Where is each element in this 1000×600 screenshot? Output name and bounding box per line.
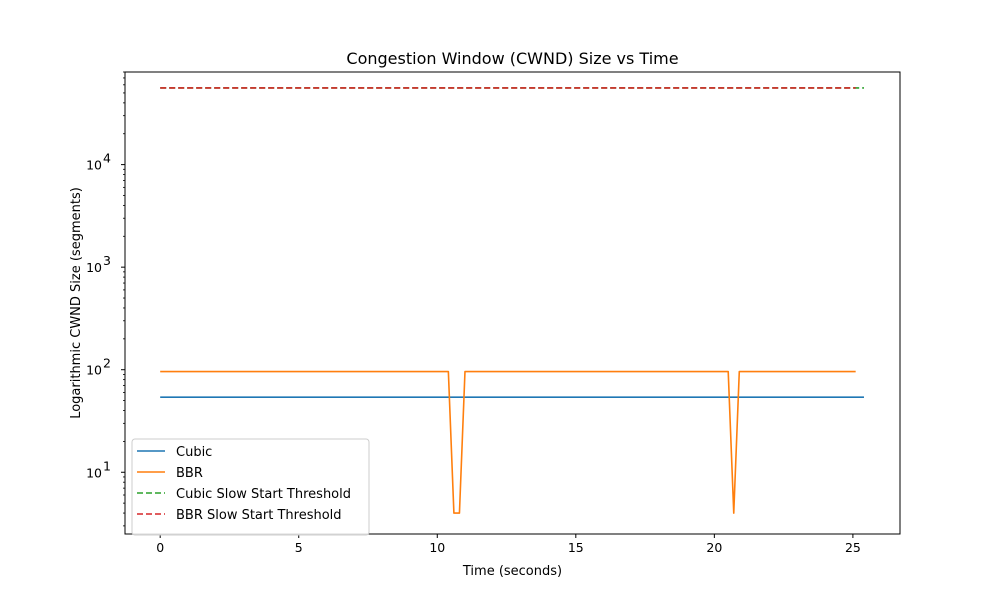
legend-label: Cubic: [176, 445, 212, 460]
plot-area: [160, 87, 864, 514]
series-line-bbr: [160, 370, 856, 514]
x-axis-title: Time (seconds): [462, 564, 562, 579]
y-tick-label: 10: [86, 465, 102, 480]
y-tick-exponent: 3: [103, 253, 111, 268]
y-tick-exponent: 2: [103, 356, 111, 371]
y-tick-exponent: 4: [103, 151, 111, 166]
chart-title: Congestion Window (CWND) Size vs Time: [346, 49, 678, 68]
legend: Cubic BBR Cubic Slow Start Threshold BBR Sl…: [131, 438, 370, 536]
y-tick-label: 10: [86, 158, 102, 173]
y-tick-base: 10: [86, 260, 102, 275]
x-axis: 0 5 10 15 20 25: [156, 534, 861, 555]
x-tick-label: 20: [706, 540, 722, 555]
x-tick-label: 25: [845, 540, 861, 555]
y-tick-label: 10: [86, 260, 102, 275]
legend-label: BBR Slow Start Threshold: [176, 508, 342, 523]
legend-box: [131, 438, 370, 536]
x-tick-label: 5: [295, 540, 303, 555]
y-axis-title: Logarithmic CWND Size (segments): [69, 187, 84, 419]
legend-label: Cubic Slow Start Threshold: [176, 487, 351, 502]
x-tick-label: 0: [156, 540, 164, 555]
y-tick-exponent: 1: [103, 458, 111, 473]
x-tick-label: 10: [429, 540, 445, 555]
plot-frame: [124, 71, 901, 535]
y-tick-base: 10: [86, 363, 102, 378]
x-tick-label: 15: [568, 540, 584, 555]
y-tick-label: 10: [86, 363, 102, 378]
legend-label: BBR: [176, 466, 203, 481]
y-tick-base: 10: [86, 465, 102, 480]
y-tick-base: 10: [86, 158, 102, 173]
